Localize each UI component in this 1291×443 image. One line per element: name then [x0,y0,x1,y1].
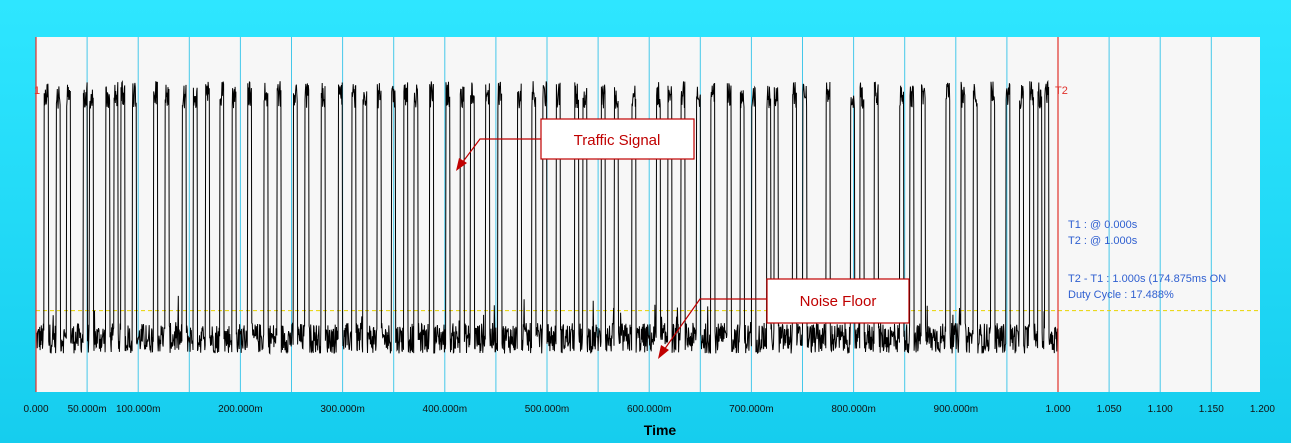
x-tick-label: 100.000m [116,404,160,415]
callout-traffic-leader [461,138,541,164]
callouts: Traffic Signal Noise Floor [456,118,910,359]
x-tick-label: 400.000m [423,404,467,415]
callout-traffic-signal: Traffic Signal [456,118,695,171]
callout-noise-floor: Noise Floor [658,278,910,359]
x-tick-label: 300.000m [320,404,364,415]
x-tick-label: 1.100 [1148,404,1173,415]
callout-noise-text: Noise Floor [800,293,877,310]
callout-traffic-arrowhead [456,158,467,171]
measurement-readout: T1 : @ 0.000s T2 : @ 1.000s T2 - T1 : 1.… [1068,219,1226,301]
x-tick-label: 1.200 [1250,404,1275,415]
callout-noise-leader [663,298,767,351]
x-tick-label: 500.000m [525,404,569,415]
signal-trace [35,79,1059,355]
callout-traffic-text: Traffic Signal [574,132,661,149]
cursor-label-2: T2 [1055,85,1068,97]
cursors: 1 T2 [34,37,1068,392]
info-t1: T1 : @ 0.000s [1068,219,1138,231]
x-tick-label: 200.000m [218,404,262,415]
callout-noise-arrowhead [658,345,669,359]
callout-noise-box [766,278,910,324]
x-tick-label: 50.000m [68,404,107,415]
x-tick-label: 800.000m [831,404,875,415]
cursor-label-1: 1 [34,85,40,97]
x-tick-label: 600.000m [627,404,671,415]
x-tick-label: 900.000m [934,404,978,415]
x-tick-label: 1.050 [1097,404,1122,415]
x-tick-label: 1.000 [1045,404,1070,415]
info-t2: T2 : @ 1.000s [1068,235,1138,247]
callout-traffic-box [540,118,695,160]
x-tick-label: 700.000m [729,404,773,415]
signal-series-line [35,79,1059,355]
info-duty-cycle: Duty Cycle : 17.488% [1068,289,1174,301]
x-tick-label: 1.150 [1199,404,1224,415]
x-tick-label: 0.000 [23,404,48,415]
info-delta: T2 - T1 : 1.000s (174.875ms ON [1068,273,1226,285]
x-axis-title: Time [644,422,677,438]
x-axis-ticks: 0.000 50.000m 100.000m 200.000m 300.000m 400.… [23,404,1275,415]
